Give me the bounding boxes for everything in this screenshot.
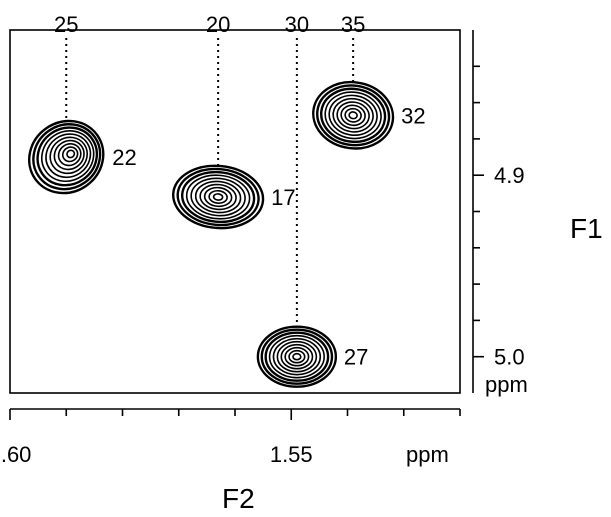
correlation-label: 20 <box>206 12 230 37</box>
contour-ring <box>284 346 310 367</box>
x-axis-tick-labels: 1.60 1.55 <box>0 442 313 467</box>
contour-ring <box>61 146 79 163</box>
y-axis-unit: ppm <box>485 372 528 397</box>
x-axis-title: F2 <box>222 483 255 514</box>
contour-ring <box>194 180 242 214</box>
y-tick-label: 4.9 <box>494 163 525 188</box>
contour-ring <box>199 183 237 211</box>
contour-ring <box>336 101 370 130</box>
contour-ring <box>316 84 391 147</box>
contour-ring <box>203 186 233 208</box>
contour-ring <box>36 126 99 187</box>
contour-ring <box>212 193 224 201</box>
contour-ring <box>272 337 322 376</box>
contour-ring <box>348 111 358 120</box>
contour-ring <box>332 97 374 133</box>
peak-27: 27 30 <box>256 12 368 388</box>
correlation-label: 30 <box>285 12 309 37</box>
peak-32: 32 35 <box>312 12 426 150</box>
y-axis-tick-labels: 4.9 5.0 <box>494 163 525 370</box>
contour-ring <box>185 174 251 220</box>
peak-label: 32 <box>401 103 425 128</box>
contour-ring <box>324 91 382 140</box>
correlation-label: 35 <box>341 12 365 37</box>
contour-ring <box>276 340 318 373</box>
x-axis-ticks <box>9 409 461 420</box>
contour-ring <box>264 331 330 382</box>
peak-label: 27 <box>344 345 368 370</box>
contour-ring <box>344 107 362 123</box>
x-axis-unit: ppm <box>406 442 449 467</box>
contour-ring <box>288 349 306 364</box>
contour-ring <box>32 123 102 191</box>
contour-ring <box>268 334 325 379</box>
contour-ring <box>49 136 89 175</box>
y-tick-label: 5.0 <box>494 345 525 370</box>
contour-ring <box>57 143 82 167</box>
contour-ring <box>208 189 228 205</box>
contour-ring <box>280 343 314 370</box>
contour-ring <box>328 94 378 136</box>
contour-ring <box>190 177 246 217</box>
contour-ring <box>320 87 387 144</box>
correlation-label: 25 <box>54 12 78 37</box>
y-axis-title: F1 <box>570 213 603 244</box>
contour-ring <box>176 167 260 227</box>
contour-ring <box>53 139 85 171</box>
contour-ring <box>66 149 76 159</box>
y-axis-ticks <box>473 65 484 358</box>
peak-label: 22 <box>112 145 136 170</box>
contour-ring <box>45 133 92 179</box>
contour-ring <box>292 352 302 361</box>
x-tick-label: 1.55 <box>270 442 313 467</box>
contour-ring <box>180 170 256 224</box>
x-tick-label: 1.60 <box>0 442 31 467</box>
contour-ring <box>40 130 95 183</box>
peak-22: 22 25 <box>28 12 137 195</box>
contour-ring <box>260 328 334 385</box>
peak-label: 17 <box>271 185 295 210</box>
contour-ring <box>28 119 105 195</box>
contour-ring <box>340 104 366 127</box>
plot-frame <box>9 29 461 394</box>
